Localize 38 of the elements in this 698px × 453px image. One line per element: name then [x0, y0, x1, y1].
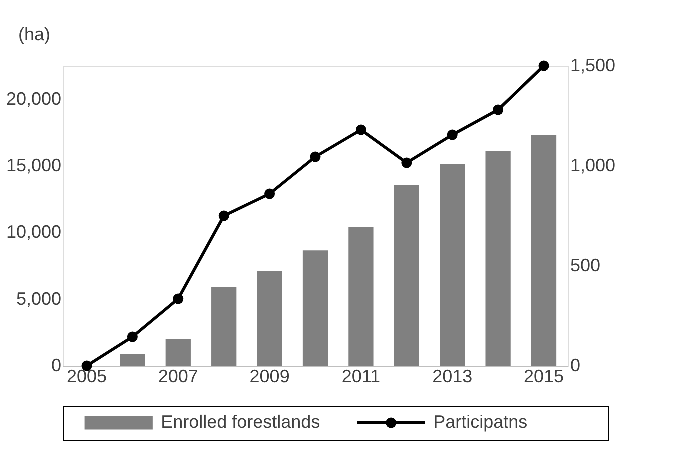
legend-label: Participatns — [434, 412, 528, 432]
y-tick-label: 0 — [51, 356, 62, 376]
x-tick-label: 2011 — [342, 366, 381, 386]
point — [127, 332, 138, 342]
bar — [348, 227, 374, 366]
bar — [531, 135, 557, 366]
bar — [212, 287, 237, 366]
y2-tick-label: 500 — [570, 256, 601, 276]
bar — [302, 250, 328, 366]
bar — [394, 185, 420, 366]
y-tick-label: 15,000 — [6, 156, 62, 176]
legend-label: Enrolled forestlands — [161, 412, 320, 432]
y-tick-label: 20,000 — [6, 88, 62, 109]
x-tick-label: 2009 — [250, 366, 290, 386]
x-tick-label: 2013 — [432, 366, 473, 386]
bar — [486, 151, 511, 366]
point — [264, 188, 276, 200]
y2-tick-label: 1,000 — [570, 156, 616, 176]
bar — [257, 271, 282, 366]
point — [402, 158, 412, 168]
point — [173, 294, 184, 304]
point — [356, 124, 366, 136]
point — [538, 60, 550, 72]
x-tick-label: 2005 — [66, 366, 108, 386]
x-tick-label: 2015 — [524, 366, 564, 386]
y-axis-title: (ha) — [18, 24, 51, 44]
y-tick-label: 10,000 — [6, 222, 62, 242]
x-tick-label: 2007 — [158, 366, 198, 386]
point — [493, 104, 504, 116]
y2-tick-label: 1,500 — [570, 56, 616, 76]
bar — [120, 354, 146, 366]
y2-tick-label: 0 — [570, 356, 581, 376]
point — [218, 210, 230, 222]
y-tick-label: 5,000 — [16, 288, 62, 309]
bar — [440, 164, 466, 366]
point — [447, 130, 458, 140]
point — [310, 152, 321, 162]
bar — [166, 339, 191, 366]
